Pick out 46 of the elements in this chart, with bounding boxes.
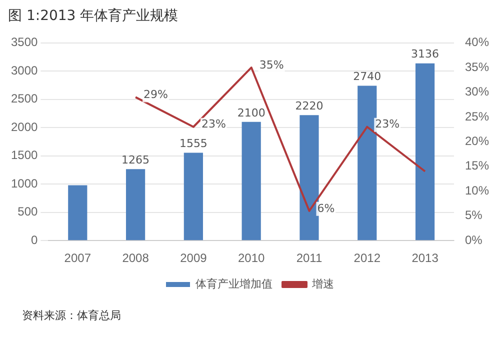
text: 资料来源：体育总局 (22, 308, 121, 323)
y2-tick-label: 20% (464, 134, 490, 148)
y-tick-label: 3000 (10, 63, 38, 78)
data-label: 23% (375, 118, 400, 131)
bar (184, 152, 203, 240)
y-tick-label: 1500 (10, 148, 38, 162)
data-label: 23% (201, 118, 226, 131)
x-tick-label: 2007 (64, 251, 92, 266)
x-tick-label: 2011 (296, 251, 322, 266)
legend-label: 增速 (311, 278, 334, 291)
data-label: 6% (317, 202, 335, 215)
data-label: 35% (259, 58, 284, 72)
y2-tick-label: 25% (464, 109, 490, 124)
legend-label: 体育产业增加值 (196, 278, 272, 291)
y2-tick-label: 35% (464, 60, 490, 74)
y-tick-label: 1000 (10, 176, 38, 190)
data-label: 2100 (237, 106, 266, 120)
x-tick-label: 2013 (412, 251, 439, 266)
data-label: 1555 (179, 137, 208, 150)
data-label: 29% (144, 88, 168, 102)
x-tick-label: 2009 (180, 251, 208, 266)
bar (68, 185, 88, 240)
x-tick-label: 2008 (122, 251, 150, 266)
y2-tick-label: 40% (464, 35, 490, 50)
chart-title: 图 1:2013 年体育产业规模 (8, 7, 178, 24)
y2-tick-label: 30% (464, 84, 490, 99)
data-label: 1265 (122, 153, 150, 166)
data-label: 2740 (353, 70, 382, 84)
y-tick-label: 2000 (10, 120, 38, 134)
y-tick-label: 2500 (10, 92, 38, 106)
data-label: 2220 (295, 100, 324, 112)
data-label: 3136 (411, 48, 440, 61)
bar (126, 169, 146, 240)
bar (415, 63, 435, 240)
y2-tick-label: 10% (464, 183, 490, 198)
bar (242, 122, 261, 240)
y-tick-label: 500 (18, 204, 38, 219)
y-tick-label: 3500 (10, 35, 38, 50)
x-tick-label: 2010 (238, 251, 266, 266)
y2-tick-label: 5% (464, 208, 483, 222)
y2-tick-label: 15% (464, 158, 490, 173)
x-tick-label: 2012 (354, 251, 381, 266)
y2-tick-label: 0% (464, 232, 483, 247)
bar (300, 115, 319, 240)
bar (358, 86, 377, 240)
y-tick-label: 0 (31, 232, 38, 247)
